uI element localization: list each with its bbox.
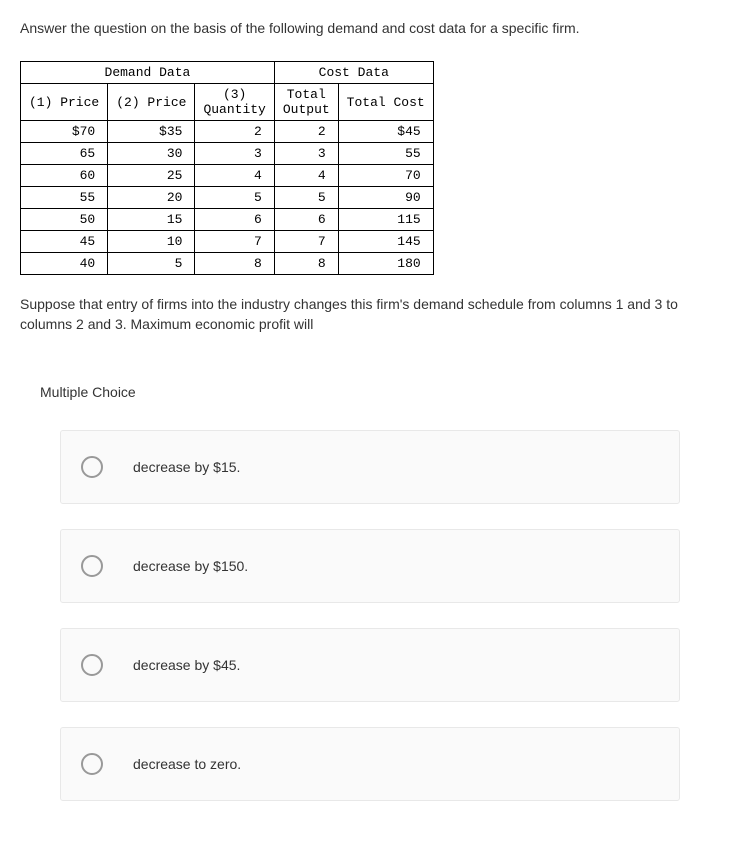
cell-output: 2 xyxy=(274,121,338,143)
option-a[interactable]: decrease by $15. xyxy=(60,430,680,504)
cell-price2: $35 xyxy=(108,121,195,143)
demand-header: Demand Data xyxy=(21,62,275,84)
table-row: 50 15 6 6 115 xyxy=(21,209,434,231)
cell-cost: 115 xyxy=(338,209,433,231)
radio-icon xyxy=(81,555,103,577)
cell-price2: 5 xyxy=(108,253,195,275)
col-price2: (2) Price xyxy=(108,84,195,121)
col-quantity: (3)Quantity xyxy=(195,84,274,121)
data-table: Demand Data Cost Data (1) Price (2) Pric… xyxy=(20,61,434,275)
cell-output: 6 xyxy=(274,209,338,231)
option-d[interactable]: decrease to zero. xyxy=(60,727,680,801)
cell-output: 5 xyxy=(274,187,338,209)
option-text: decrease by $150. xyxy=(133,558,248,574)
cell-quantity: 3 xyxy=(195,143,274,165)
option-text: decrease to zero. xyxy=(133,756,241,772)
cell-output: 3 xyxy=(274,143,338,165)
data-table-container: Demand Data Cost Data (1) Price (2) Pric… xyxy=(20,61,724,275)
cell-price1: 45 xyxy=(21,231,108,253)
cell-cost: 90 xyxy=(338,187,433,209)
cell-cost: 180 xyxy=(338,253,433,275)
option-c[interactable]: decrease by $45. xyxy=(60,628,680,702)
option-b[interactable]: decrease by $150. xyxy=(60,529,680,603)
cell-price1: 50 xyxy=(21,209,108,231)
table-row: 40 5 8 8 180 xyxy=(21,253,434,275)
col-output: TotalOutput xyxy=(274,84,338,121)
table-row: 60 25 4 4 70 xyxy=(21,165,434,187)
options-container: decrease by $15. decrease by $150. decre… xyxy=(20,430,724,801)
cell-quantity: 5 xyxy=(195,187,274,209)
column-header-row: (1) Price (2) Price (3)Quantity TotalOut… xyxy=(21,84,434,121)
cell-price1: 60 xyxy=(21,165,108,187)
cost-header: Cost Data xyxy=(274,62,433,84)
option-text: decrease by $15. xyxy=(133,459,240,475)
cell-quantity: 4 xyxy=(195,165,274,187)
multiple-choice-label: Multiple Choice xyxy=(20,384,724,400)
cell-price1: 65 xyxy=(21,143,108,165)
cell-cost: 55 xyxy=(338,143,433,165)
table-row: 65 30 3 3 55 xyxy=(21,143,434,165)
followup-prompt: Suppose that entry of firms into the ind… xyxy=(20,295,724,334)
table-row: $70 $35 2 2 $45 xyxy=(21,121,434,143)
radio-icon xyxy=(81,456,103,478)
radio-icon xyxy=(81,654,103,676)
table-row: 45 10 7 7 145 xyxy=(21,231,434,253)
cell-price2: 25 xyxy=(108,165,195,187)
cell-price2: 15 xyxy=(108,209,195,231)
radio-icon xyxy=(81,753,103,775)
cell-output: 8 xyxy=(274,253,338,275)
table-row: 55 20 5 5 90 xyxy=(21,187,434,209)
cell-quantity: 7 xyxy=(195,231,274,253)
cell-price2: 10 xyxy=(108,231,195,253)
cell-price2: 20 xyxy=(108,187,195,209)
cell-quantity: 6 xyxy=(195,209,274,231)
cell-price1: $70 xyxy=(21,121,108,143)
cell-cost: 70 xyxy=(338,165,433,187)
cell-quantity: 2 xyxy=(195,121,274,143)
col-totalcost: Total Cost xyxy=(338,84,433,121)
cell-price1: 40 xyxy=(21,253,108,275)
cell-cost: 145 xyxy=(338,231,433,253)
col-price1: (1) Price xyxy=(21,84,108,121)
cell-output: 4 xyxy=(274,165,338,187)
question-prompt: Answer the question on the basis of the … xyxy=(20,20,724,36)
cell-cost: $45 xyxy=(338,121,433,143)
section-header-row: Demand Data Cost Data xyxy=(21,62,434,84)
cell-price1: 55 xyxy=(21,187,108,209)
cell-output: 7 xyxy=(274,231,338,253)
cell-price2: 30 xyxy=(108,143,195,165)
cell-quantity: 8 xyxy=(195,253,274,275)
option-text: decrease by $45. xyxy=(133,657,240,673)
